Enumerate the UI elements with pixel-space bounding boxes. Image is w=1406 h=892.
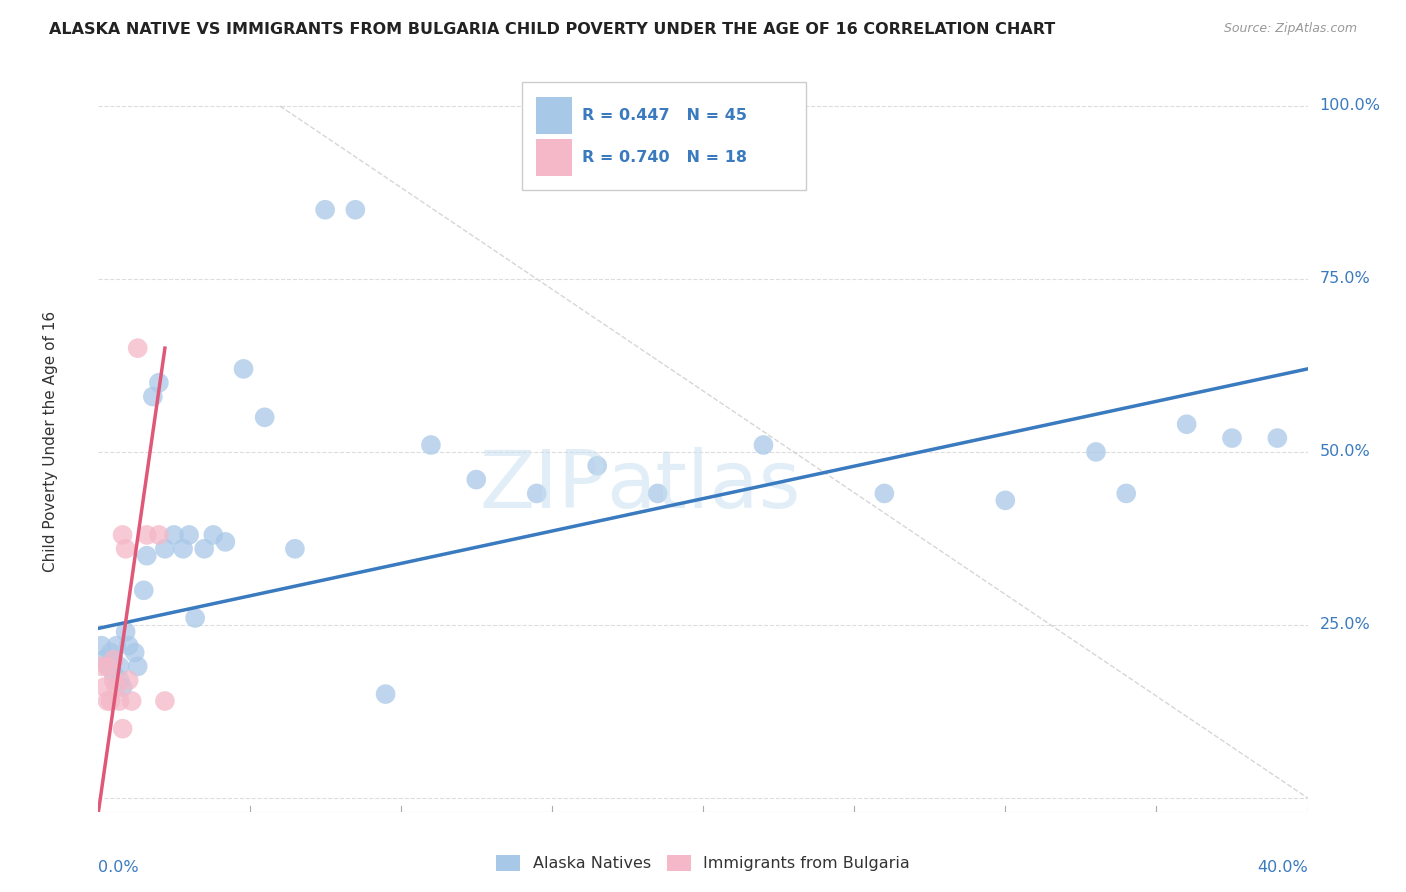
Point <box>103 666 125 681</box>
Text: atlas: atlas <box>606 447 800 525</box>
Text: 100.0%: 100.0% <box>1320 98 1381 113</box>
Point <box>135 528 157 542</box>
Point <box>111 680 134 694</box>
Point <box>420 438 443 452</box>
Point <box>586 458 609 473</box>
Point <box>90 639 112 653</box>
Point <box>284 541 307 556</box>
FancyBboxPatch shape <box>522 82 806 190</box>
Point <box>105 639 128 653</box>
Point <box>172 541 194 556</box>
Point <box>1175 417 1198 432</box>
Point <box>127 659 149 673</box>
Point <box>111 528 134 542</box>
Point <box>193 541 215 556</box>
Point <box>108 659 131 673</box>
Point <box>1115 486 1137 500</box>
Point <box>96 694 118 708</box>
Text: R = 0.447   N = 45: R = 0.447 N = 45 <box>582 108 747 122</box>
Point <box>153 694 176 708</box>
Point <box>108 694 131 708</box>
Point <box>127 341 149 355</box>
Point <box>96 659 118 673</box>
Text: 25.0%: 25.0% <box>1320 617 1371 632</box>
Text: 75.0%: 75.0% <box>1320 271 1371 286</box>
Text: 0.0%: 0.0% <box>98 860 139 875</box>
Point <box>179 528 201 542</box>
Legend: Alaska Natives, Immigrants from Bulgaria: Alaska Natives, Immigrants from Bulgaria <box>489 848 917 878</box>
Text: R = 0.740   N = 18: R = 0.740 N = 18 <box>582 150 747 165</box>
Point <box>100 694 122 708</box>
Text: 40.0%: 40.0% <box>1257 860 1308 875</box>
Point <box>374 687 396 701</box>
Point <box>1267 431 1289 445</box>
Point <box>153 541 176 556</box>
FancyBboxPatch shape <box>536 139 572 176</box>
Point <box>526 486 548 500</box>
Point <box>184 611 207 625</box>
Point <box>103 652 125 666</box>
Point <box>647 486 669 500</box>
Point <box>142 390 165 404</box>
Point <box>873 486 896 500</box>
Point <box>103 673 125 688</box>
Point <box>314 202 336 217</box>
Point <box>124 646 146 660</box>
Point <box>132 583 155 598</box>
Point <box>1085 445 1108 459</box>
Point <box>253 410 276 425</box>
Point <box>93 652 115 666</box>
Point <box>344 202 367 217</box>
Point <box>232 362 254 376</box>
Text: Child Poverty Under the Age of 16: Child Poverty Under the Age of 16 <box>42 311 58 572</box>
Point <box>163 528 186 542</box>
Point <box>214 534 236 549</box>
Point <box>465 473 488 487</box>
Point <box>103 652 125 666</box>
Point <box>114 541 136 556</box>
Point <box>118 673 141 688</box>
Point <box>202 528 225 542</box>
Point <box>105 680 128 694</box>
Point <box>96 659 118 673</box>
Point <box>121 694 143 708</box>
Point <box>135 549 157 563</box>
Point <box>148 528 170 542</box>
Text: 50.0%: 50.0% <box>1320 444 1371 459</box>
Point <box>108 673 131 688</box>
Point <box>114 624 136 639</box>
Text: ALASKA NATIVE VS IMMIGRANTS FROM BULGARIA CHILD POVERTY UNDER THE AGE OF 16 CORR: ALASKA NATIVE VS IMMIGRANTS FROM BULGARI… <box>49 22 1056 37</box>
Text: Source: ZipAtlas.com: Source: ZipAtlas.com <box>1223 22 1357 36</box>
FancyBboxPatch shape <box>536 96 572 134</box>
Point <box>90 659 112 673</box>
Point <box>100 646 122 660</box>
Text: ZIP: ZIP <box>479 447 606 525</box>
Point <box>994 493 1017 508</box>
Point <box>1220 431 1243 445</box>
Point <box>111 722 134 736</box>
Point <box>93 680 115 694</box>
Point <box>752 438 775 452</box>
Point <box>118 639 141 653</box>
Point <box>148 376 170 390</box>
